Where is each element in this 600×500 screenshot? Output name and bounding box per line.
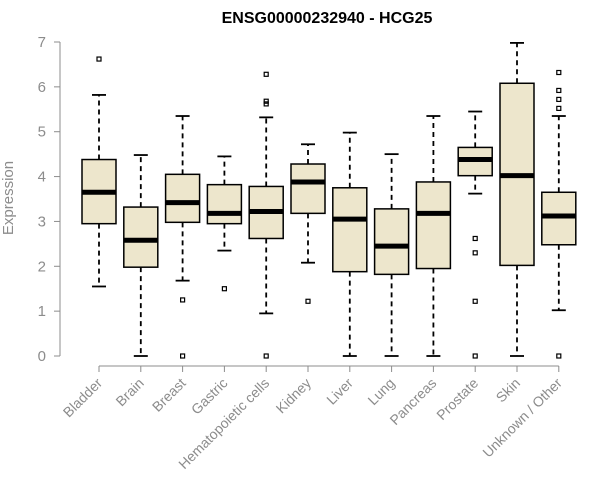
box-group	[499, 41, 535, 357]
y-tick-label: 2	[38, 258, 46, 275]
box-group	[541, 69, 577, 359]
outlier-point	[556, 96, 562, 103]
y-axis-label: Expression	[0, 161, 17, 235]
box	[332, 187, 368, 273]
box-group	[290, 143, 326, 304]
outlier-point	[263, 98, 269, 104]
outlier-point	[305, 298, 311, 304]
box-group	[373, 153, 410, 357]
box-group	[415, 115, 452, 357]
box	[206, 183, 243, 225]
box	[373, 208, 410, 276]
box-group	[457, 110, 493, 359]
box-group	[123, 154, 159, 357]
outlier-point	[263, 101, 269, 107]
outlier-point	[96, 56, 102, 62]
box	[415, 181, 452, 270]
x-tick-label: Skin	[493, 375, 524, 406]
outlier-point	[472, 353, 478, 359]
x-tick-label: Bladder	[60, 375, 106, 421]
outlier-point	[556, 353, 562, 359]
x-tick-label: Prostate	[433, 375, 481, 423]
y-tick-label: 4	[38, 169, 46, 186]
y-tick-label: 0	[38, 348, 46, 365]
outlier-point	[263, 353, 269, 359]
box	[164, 173, 201, 224]
outlier-point	[221, 286, 227, 292]
outlier-point	[472, 235, 478, 242]
y-tick-label: 7	[38, 34, 46, 51]
y-axis: 0 1 2 3 4 5 6 7	[38, 34, 61, 365]
x-tick-label: Liver	[323, 375, 356, 408]
outlier-point	[180, 353, 186, 359]
box-group	[81, 56, 117, 288]
box-group	[248, 71, 284, 359]
outlier-point	[556, 105, 562, 111]
outlier-point	[472, 298, 478, 304]
y-tick-label: 6	[38, 79, 46, 96]
box	[290, 163, 326, 215]
x-tick-label: Breast	[149, 375, 189, 415]
x-tick-label: Kidney	[273, 375, 315, 417]
box-group	[164, 115, 201, 359]
chart-title: ENSG00000232940 - HCG25	[222, 10, 433, 27]
y-tick-label: 5	[38, 124, 46, 141]
outlier-point	[556, 69, 562, 76]
outlier-point	[263, 71, 269, 77]
box	[123, 206, 159, 268]
x-tick-label: Unknown / Other	[479, 375, 565, 461]
box-group	[206, 155, 243, 292]
x-tick-label: Brain	[112, 375, 146, 409]
outlier-point	[472, 250, 478, 256]
outlier-point	[556, 87, 562, 94]
box-group	[332, 131, 368, 357]
y-tick-label: 3	[38, 213, 46, 230]
outlier-point	[180, 297, 186, 303]
plot-area	[81, 41, 577, 359]
x-tick-label: Lung	[364, 375, 397, 408]
y-tick-label: 1	[38, 303, 46, 320]
